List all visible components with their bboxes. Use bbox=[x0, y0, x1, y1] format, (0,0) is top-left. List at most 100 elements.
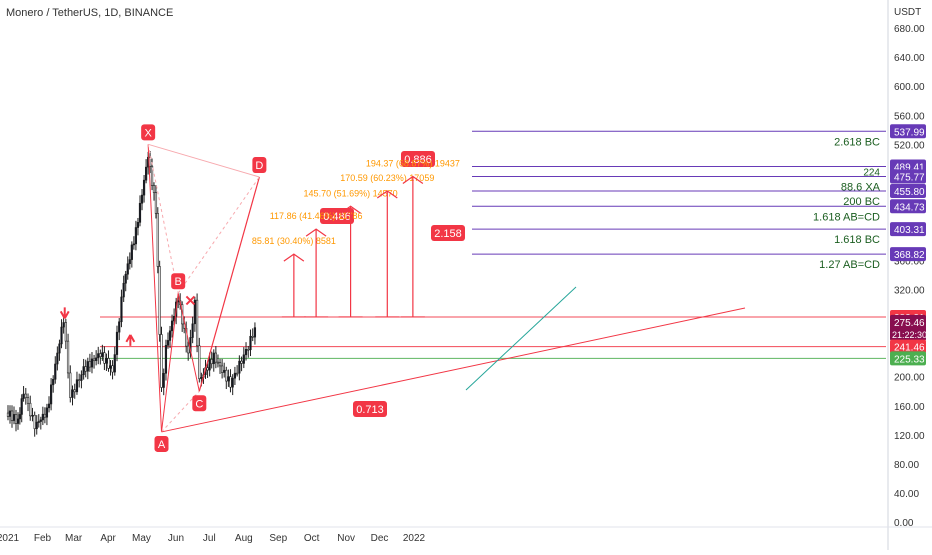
candle-body bbox=[71, 389, 74, 398]
candle-body bbox=[206, 367, 209, 371]
y-tick-label: 160.00 bbox=[894, 402, 925, 413]
candle-body bbox=[154, 192, 158, 214]
x-tick-label: 2021 bbox=[0, 533, 20, 544]
candle-body bbox=[225, 369, 228, 382]
candle-body bbox=[99, 353, 102, 357]
candle-body bbox=[33, 414, 36, 430]
target-line-label: 1.27 AB=CD bbox=[819, 259, 880, 271]
candle-body bbox=[214, 352, 217, 363]
x-tick-label: May bbox=[132, 533, 151, 544]
x-tick-label: 2022 bbox=[403, 533, 426, 544]
price-label-badge bbox=[890, 183, 926, 198]
candle-body bbox=[29, 402, 32, 417]
candle-body bbox=[136, 222, 140, 228]
candle-body bbox=[223, 369, 226, 373]
candle-body bbox=[253, 327, 257, 338]
target-line-label: 2.618 BC bbox=[834, 136, 880, 148]
pattern-line bbox=[147, 144, 162, 432]
target-line-label: 200 BC bbox=[843, 196, 880, 208]
price-label-badge bbox=[890, 247, 926, 262]
projection-arrowhead bbox=[340, 205, 361, 214]
candle-body bbox=[62, 322, 65, 328]
price-label: 434.73 bbox=[894, 202, 925, 213]
candle-body bbox=[212, 352, 215, 365]
price-label: 241.46 bbox=[894, 343, 925, 354]
trend-line bbox=[161, 307, 746, 433]
price-label-badge bbox=[890, 124, 926, 139]
candle-body bbox=[37, 421, 40, 423]
candle-body bbox=[134, 227, 138, 245]
candle-body bbox=[12, 414, 16, 421]
y-tick-label: 640.00 bbox=[894, 53, 925, 64]
candle-body bbox=[50, 384, 53, 405]
candle-body bbox=[247, 349, 250, 351]
candle-body bbox=[103, 352, 106, 364]
projection-label: 194.37 (68.87%) 19437 bbox=[366, 158, 460, 168]
price-label: 368.82 bbox=[894, 250, 925, 261]
candle-body bbox=[132, 243, 135, 246]
target-line-label: 1.618 AB=CD bbox=[813, 211, 880, 223]
candle-body bbox=[35, 421, 38, 430]
candle-body bbox=[193, 299, 196, 325]
pattern-point-label: X bbox=[144, 127, 152, 139]
candle-body bbox=[198, 345, 201, 379]
candle-body bbox=[195, 299, 199, 347]
price-label-badge bbox=[890, 199, 926, 214]
ratio-label: 0.713 bbox=[356, 404, 384, 416]
candle-body bbox=[142, 179, 146, 196]
chart-title: Monero / TetherUS, 1D, BINANCE bbox=[6, 7, 174, 19]
candle-body bbox=[126, 263, 129, 275]
candle-body bbox=[249, 335, 252, 351]
pattern-point-badge bbox=[192, 395, 207, 412]
x-tick-label: Apr bbox=[100, 533, 116, 544]
projection-label: 85.81 (30.40%) 8581 bbox=[252, 236, 336, 246]
x-tick-label: Oct bbox=[304, 533, 320, 544]
candle-body bbox=[138, 202, 142, 223]
candle-body bbox=[130, 244, 133, 260]
target-line-label: 1.618 BC bbox=[834, 234, 880, 246]
y-tick-label: 200.00 bbox=[894, 373, 925, 384]
candle-body bbox=[86, 361, 89, 372]
pattern-line bbox=[198, 176, 260, 392]
candle-body bbox=[75, 379, 79, 393]
candle-body bbox=[82, 366, 85, 376]
x-tick-label: Sep bbox=[269, 533, 287, 544]
candle-body bbox=[78, 379, 81, 381]
candle-body bbox=[164, 345, 168, 374]
arrow-down-icon bbox=[59, 307, 70, 319]
price-label-badge bbox=[890, 351, 926, 366]
y-tick-label: 40.00 bbox=[894, 489, 919, 500]
price-label: 455.80 bbox=[894, 187, 925, 198]
x-tick-label: Mar bbox=[65, 533, 83, 544]
candle-body bbox=[92, 358, 96, 362]
candle-body bbox=[31, 414, 34, 417]
candle-body bbox=[60, 326, 63, 345]
price-label: 537.99 bbox=[894, 127, 925, 138]
x-tick-label: Nov bbox=[337, 533, 355, 544]
ratio-badge bbox=[431, 225, 465, 241]
projection-arrowhead bbox=[402, 175, 424, 184]
candle-body bbox=[88, 361, 91, 368]
candle-body bbox=[216, 361, 220, 364]
price-label: 489.41 bbox=[894, 163, 925, 174]
y-tick-label: 680.00 bbox=[894, 24, 925, 35]
candle-body bbox=[43, 413, 46, 418]
ratio-label: 0.886 bbox=[404, 154, 432, 166]
candle-body bbox=[14, 414, 18, 424]
projection-label: 117.86 (41.46%) 11786 bbox=[270, 211, 363, 221]
price-label-badge bbox=[890, 339, 926, 354]
candle-body bbox=[24, 393, 27, 399]
projection-label: 145.70 (51.69%) 14570 bbox=[304, 188, 398, 198]
pattern-line bbox=[177, 176, 260, 294]
candle-body bbox=[58, 343, 61, 354]
candle-body bbox=[39, 419, 42, 422]
price-label: 475.77 bbox=[894, 172, 925, 183]
candle-body bbox=[113, 354, 116, 373]
x-tick-label: Jul bbox=[203, 533, 216, 544]
candle-body bbox=[64, 322, 67, 342]
candle-body bbox=[41, 413, 44, 421]
candle-body bbox=[145, 166, 148, 181]
x-tick-label: Jun bbox=[168, 533, 184, 544]
